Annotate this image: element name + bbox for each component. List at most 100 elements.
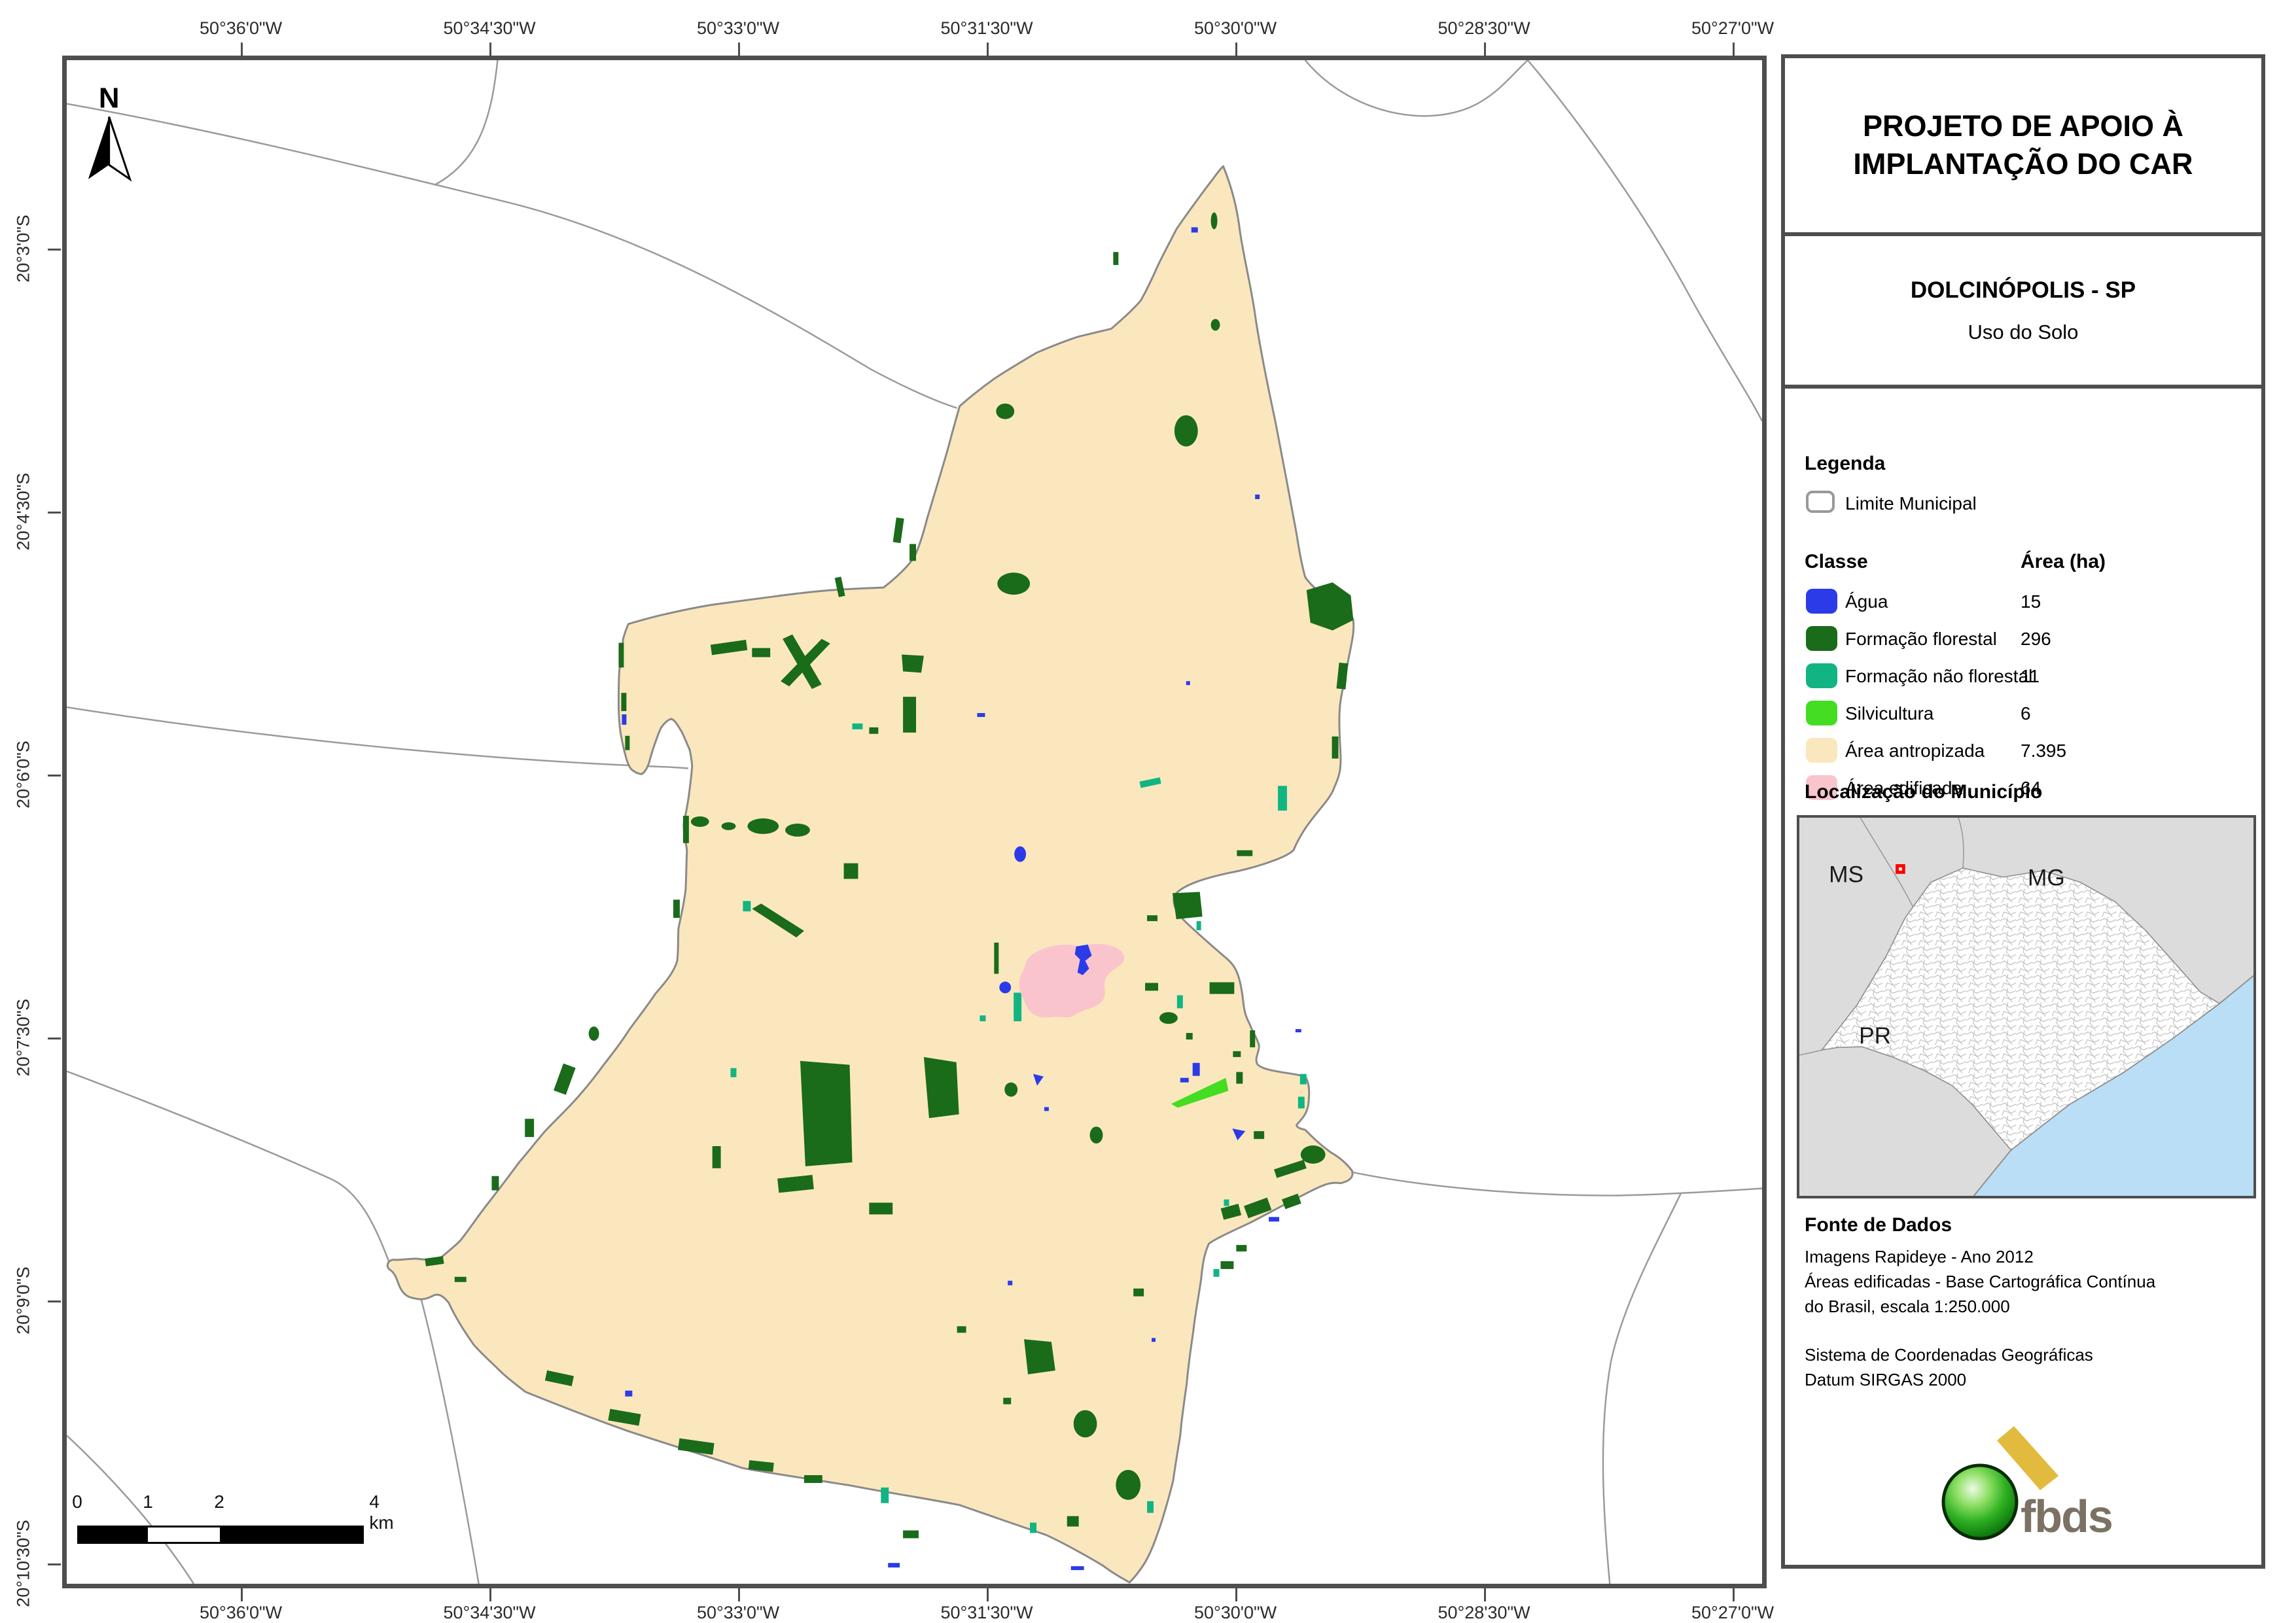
inset-label-pr: PR — [1859, 1023, 1891, 1049]
municipality-name: DOLCINÓPOLIS - SP — [1910, 277, 2136, 303]
class-area: 7.395 — [2021, 741, 2067, 761]
fbds-logo: fbds — [1928, 1416, 2150, 1550]
tick — [1235, 43, 1237, 56]
panel-content: Legenda Limite Municipal Classe Área (ha… — [1785, 389, 2261, 1569]
class-swatch — [1806, 626, 1837, 651]
tick — [1484, 1588, 1486, 1601]
map-theme: Uso do Solo — [1968, 320, 2079, 343]
logo-yellow-bar — [1997, 1426, 2058, 1490]
land-use-map: N — [67, 60, 1762, 1584]
lon-tick-label: 50°30'0"W — [1193, 1603, 1277, 1622]
class-area: 296 — [2021, 629, 2051, 649]
scale-label-0: 0 — [72, 1492, 82, 1512]
tick — [987, 43, 989, 56]
source-line: Imagens Rapideye - Ano 2012 — [1805, 1247, 2034, 1266]
scale-bar-white-segment — [148, 1527, 220, 1542]
scale-label-1: 1 — [143, 1492, 153, 1512]
lon-tick-label: 50°33'0"W — [696, 18, 780, 38]
lon-tick-label: 50°33'0"W — [696, 1603, 780, 1622]
tick — [48, 1038, 61, 1039]
source-line: Áreas edificadas - Base Cartográfica Con… — [1805, 1272, 2156, 1291]
municipality-boundary — [386, 165, 1355, 1584]
area-column-header: Área (ha) — [2021, 551, 2106, 572]
forest-patches — [425, 212, 1354, 1539]
class-label: Formação não florestal — [1845, 666, 2033, 686]
tick — [48, 1300, 61, 1302]
project-title: PROJETO DE APOIO À IMPLANTAÇÃO DO CAR — [1853, 107, 2193, 184]
municipality-box: DOLCINÓPOLIS - SP Uso do Solo — [1785, 236, 2261, 389]
lon-tick-label: 50°30'0"W — [1193, 18, 1277, 38]
tick — [1484, 43, 1486, 56]
nonforest-patches — [730, 723, 1307, 1533]
lon-tick-label: 50°31'30"W — [940, 18, 1033, 38]
tick — [48, 512, 61, 514]
sp-municipalities-texture — [1822, 867, 2220, 1150]
tick — [489, 43, 491, 56]
limite-municipal-label: Limite Municipal — [1845, 493, 1977, 514]
lon-tick-label: 50°27'0"W — [1691, 1603, 1775, 1622]
scale-bar-graphic — [77, 1526, 364, 1544]
lat-tick-label: 20°10'30"S — [13, 1520, 33, 1607]
north-letter: N — [99, 82, 120, 114]
class-swatch — [1806, 663, 1837, 688]
water-patches — [622, 227, 1301, 1571]
tick — [241, 1588, 243, 1601]
class-column-header: Classe — [1805, 551, 1868, 572]
class-area: 11 — [2021, 666, 2040, 686]
tick — [1235, 1588, 1237, 1601]
project-title-box: PROJETO DE APOIO À IMPLANTAÇÃO DO CAR — [1785, 58, 2261, 236]
lon-tick-label: 50°34'30"W — [443, 18, 536, 38]
class-swatch — [1806, 701, 1837, 725]
location-heading: Localização do Município — [1805, 781, 2043, 803]
lon-tick-label: 50°36'0"W — [199, 18, 283, 38]
municipality-marker-center — [1898, 867, 1902, 871]
class-swatch — [1806, 775, 1837, 800]
scale-label-4km: 4 km — [369, 1492, 394, 1533]
inset-label-mg: MG — [2028, 865, 2065, 890]
tick — [241, 43, 243, 56]
lon-tick-label: 50°34'30"W — [443, 1603, 536, 1622]
limite-municipal-swatch — [1806, 491, 1835, 513]
class-area: 15 — [2021, 591, 2041, 612]
class-label: Silvicultura — [1845, 703, 1934, 724]
source-line: Datum SIRGAS 2000 — [1805, 1370, 1967, 1389]
lon-tick-label: 50°31'30"W — [940, 1603, 1033, 1622]
class-area: 6 — [2021, 703, 2031, 724]
class-swatch — [1806, 589, 1837, 614]
map-layout-panel: PROJETO DE APOIO À IMPLANTAÇÃO DO CAR DO… — [1781, 54, 2265, 1569]
legend-heading: Legenda — [1805, 453, 1886, 474]
scale-label-2: 2 — [214, 1492, 224, 1512]
inset-label-ms: MS — [1829, 862, 1863, 888]
logo-wordmark: fbds — [2021, 1491, 2112, 1542]
tick — [48, 249, 61, 251]
map-canvas: N — [62, 56, 1767, 1588]
tick — [738, 43, 740, 56]
north-arrow-icon: N — [88, 82, 132, 182]
tick — [48, 1563, 61, 1565]
lat-tick-label: 20°3'0"S — [13, 215, 33, 283]
lat-tick-label: 20°7'30"S — [13, 998, 33, 1077]
sp-state-inset: MS MG PR — [1799, 817, 2254, 1196]
lat-tick-label: 20°4'30"S — [13, 472, 33, 551]
source-line: Sistema de Coordenadas Geográficas — [1805, 1345, 2093, 1365]
background-roads — [67, 60, 1762, 1584]
class-area: 64 — [2021, 778, 2041, 798]
inset-state-borders — [1799, 817, 1964, 1056]
silviculture-patch — [1171, 1077, 1229, 1108]
lat-tick-label: 20°6'0"S — [13, 741, 33, 809]
class-label: Formação florestal — [1845, 629, 1997, 649]
class-label: Água — [1845, 591, 1888, 612]
lon-tick-label: 50°28'30"W — [1438, 1603, 1530, 1622]
tick — [489, 1588, 491, 1601]
class-swatch — [1806, 738, 1837, 763]
tick — [48, 775, 61, 777]
class-label: Área antropizada — [1845, 741, 1985, 761]
fbds-logo-graphic: fbds — [1941, 1426, 2113, 1542]
logo-green-sphere — [1941, 1463, 2019, 1541]
project-title-line1: PROJETO DE APOIO À — [1862, 109, 2184, 143]
lon-tick-label: 50°28'30"W — [1438, 18, 1530, 38]
class-label: Área edificada — [1845, 778, 1963, 798]
lon-tick-label: 50°27'0"W — [1691, 18, 1775, 38]
tick — [987, 1588, 989, 1601]
source-heading: Fonte de Dados — [1805, 1214, 1952, 1236]
